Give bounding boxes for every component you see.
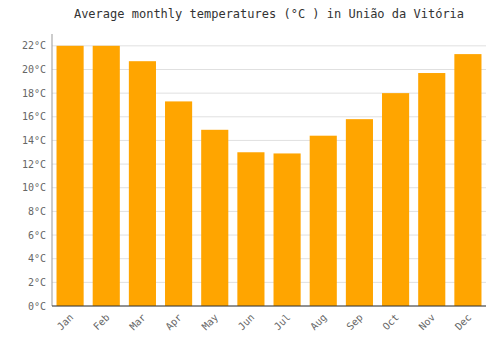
x-axis: Jan Feb Mar Apr May Jun Jul Aug Sep Oct Nov Dec (55, 312, 473, 333)
bars (57, 46, 482, 306)
x-tick-label: Dec (453, 312, 474, 333)
y-tick-label: 12°C (22, 159, 46, 170)
y-tick-label: 20°C (22, 64, 46, 75)
y-tick-label: 8°C (28, 206, 46, 217)
y-axis-line (52, 34, 53, 306)
x-tick-label: May (200, 312, 221, 333)
x-tick-label: Oct (380, 312, 401, 333)
bar (346, 119, 373, 306)
y-tick-label: 18°C (22, 88, 46, 99)
bar (201, 130, 228, 306)
y-tick-label: 0°C (28, 301, 46, 312)
bar (237, 152, 264, 306)
title: Average monthly temperatures (°C ) in Un… (74, 7, 464, 21)
bar (57, 46, 84, 306)
bar (93, 46, 120, 306)
y-tick-label: 4°C (28, 253, 46, 264)
y-tick-label: 6°C (28, 230, 46, 241)
grid-line (52, 306, 486, 307)
x-tick-label: Feb (91, 312, 112, 333)
bar (129, 61, 156, 306)
y-tick-label: 22°C (22, 40, 46, 51)
x-tick-label: Mar (127, 312, 148, 333)
y-tick-label: 10°C (22, 182, 46, 193)
grid (52, 46, 486, 306)
bar (382, 93, 409, 306)
x-tick-label: Apr (163, 312, 184, 333)
x-tick-label: Aug (308, 312, 329, 333)
x-tick-label: Jul (272, 312, 293, 333)
x-axis-line (52, 306, 486, 307)
x-tick-label: Sep (344, 312, 365, 333)
x-tick-label: Jun (236, 312, 257, 333)
background (0, 0, 500, 350)
bar (454, 54, 481, 306)
chart: Average monthly temperatures (°C ) in Un… (0, 0, 500, 350)
bar (418, 73, 445, 306)
y-tick-label: 14°C (22, 135, 46, 146)
bar (274, 153, 301, 306)
x-tick-label: Jan (55, 312, 76, 333)
bar (165, 101, 192, 306)
y-tick-label: 2°C (28, 277, 46, 288)
bar (310, 136, 337, 306)
x-tick-label: Nov (417, 312, 438, 333)
y-tick-label: 16°C (22, 111, 46, 122)
y-axis: 0°C 2°C 4°C 6°C 8°C 10°C 12°C 14°C 16°C 18°C 20°C 2… (22, 40, 46, 311)
